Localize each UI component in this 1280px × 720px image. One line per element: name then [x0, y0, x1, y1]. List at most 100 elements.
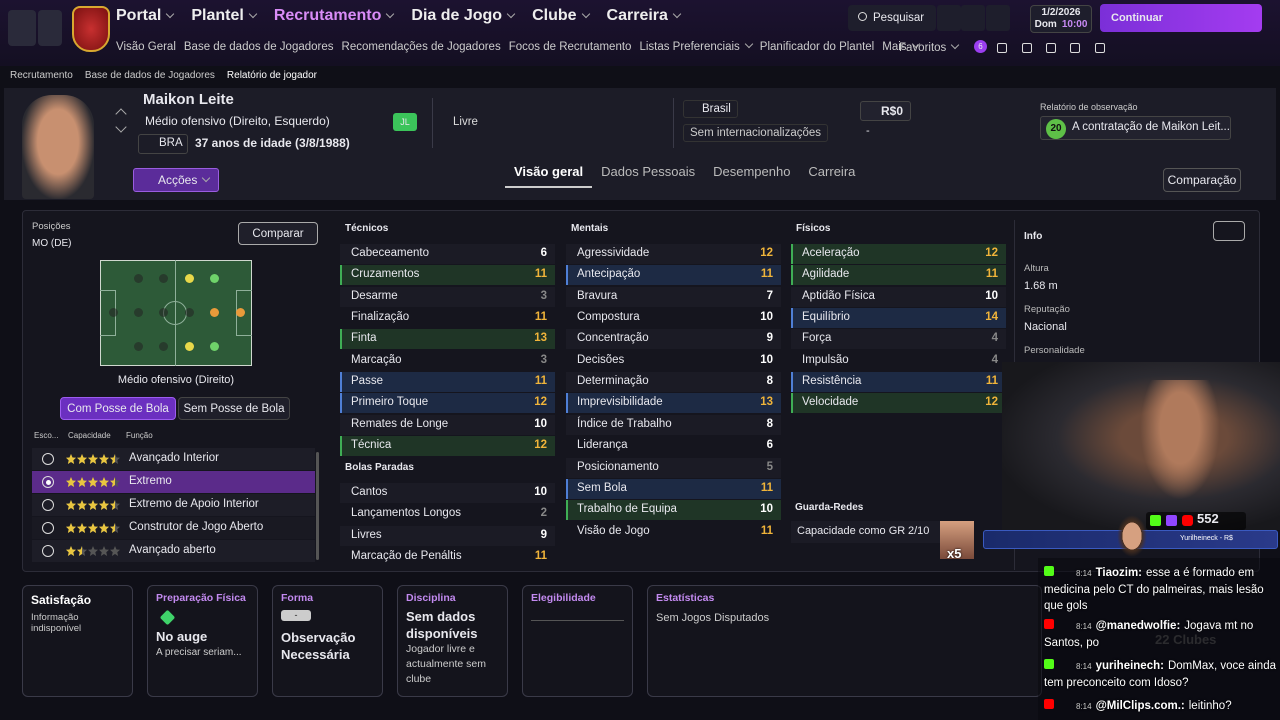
role-badge: JL	[393, 113, 417, 131]
attribute-row	[340, 483, 555, 503]
role-stars	[66, 523, 120, 533]
role-row[interactable]	[32, 517, 315, 539]
role-name[interactable]: Construtor de Jogo Aberto	[129, 521, 264, 533]
tab[interactable]: Dados Pessoais	[601, 164, 696, 179]
nation: BRA	[159, 137, 183, 149]
attribute-row	[340, 393, 555, 414]
chevron	[672, 9, 682, 19]
attribute-value: 13	[534, 332, 547, 345]
toggle-button[interactable]: Sem Posse de Bola	[178, 397, 290, 420]
submenu-item[interactable]: Focos de Recrutamento	[508, 41, 632, 53]
role-row[interactable]	[32, 494, 315, 516]
attribute-value: 14	[985, 311, 998, 324]
menu-item[interactable]: Portal	[116, 7, 175, 25]
breadcrumb-item[interactable]: Recrutamento	[10, 70, 73, 81]
compare-button[interactable]: Comparar	[238, 222, 318, 245]
toggle-label[interactable]: Sem Posse de Bola	[183, 402, 285, 415]
attribute-row	[340, 244, 555, 264]
pitch-dot	[158, 341, 168, 351]
chevron	[202, 173, 211, 183]
attribute-row	[566, 308, 781, 329]
form-card: Forma - Observação Necessária	[272, 585, 383, 697]
role-row[interactable]	[32, 448, 315, 470]
card-title: Preparação Física	[156, 592, 246, 604]
icon-button	[937, 5, 961, 31]
tabs: Visão geral Dados Pessoais Desempenho Carre…	[505, 164, 864, 188]
goalkeeper-label: Capacidade como GR	[797, 525, 906, 537]
role-row[interactable]	[32, 540, 315, 562]
search-label[interactable]: Pesquisar	[873, 12, 925, 24]
menu-item[interactable]: Recrutamento	[274, 7, 395, 25]
back-button[interactable]	[8, 10, 36, 46]
submenu-item[interactable]: Visão Geral	[116, 41, 176, 53]
role-name[interactable]: Extremo	[129, 475, 172, 487]
report-text: A contratação de Maikon Leit...	[1072, 121, 1230, 133]
breadcrumb-item[interactable]: Base de dados de Jogadores	[84, 70, 215, 81]
tab[interactable]: Desempenho	[713, 164, 791, 179]
menu-item[interactable]: Carreira	[607, 7, 682, 25]
role-header: Capacidade	[68, 431, 111, 440]
day-time: Dom 10:00	[1031, 19, 1091, 31]
menu-item[interactable]: Plantel	[191, 7, 258, 25]
continue-label[interactable]: Continuar	[1111, 12, 1163, 24]
attribute-name: Finalização	[351, 311, 410, 324]
card-title: Estatísticas	[656, 592, 715, 604]
eligibility-card: Elegibilidade	[522, 585, 633, 697]
avatar	[1117, 515, 1147, 557]
favorites[interactable]: Favoritos	[899, 40, 960, 54]
tab[interactable]: Carreira	[808, 164, 856, 179]
compare-label[interactable]: Comparar	[252, 227, 304, 240]
role-name[interactable]: Extremo de Apoio Interior	[129, 498, 259, 510]
submenu-item[interactable]: Mais	[882, 39, 920, 53]
tab[interactable]: Visão geral	[505, 164, 593, 188]
role-name[interactable]: Avançado Interior	[129, 452, 219, 464]
actions-button[interactable]: Acções	[133, 168, 219, 192]
continue-button[interactable]: Continuar	[1100, 4, 1262, 32]
menu-item[interactable]: Clube	[532, 7, 590, 25]
submenu-item[interactable]: Planificador do Plantel	[759, 41, 875, 53]
caps: Sem internacionalizações	[683, 124, 829, 142]
twitch-icon	[1166, 515, 1177, 526]
attribute-name: Técnica	[351, 439, 392, 452]
submenu-item[interactable]: Base de dados de Jogadores	[183, 41, 334, 53]
forward-button[interactable]	[38, 10, 62, 46]
attribute-name: Compostura	[577, 311, 640, 324]
value-sub: -	[866, 125, 870, 137]
attribute-value: 12	[534, 396, 547, 409]
toggle-label[interactable]: Com Posse de Bola	[67, 402, 169, 415]
role-header: Função	[126, 431, 153, 440]
role-stars	[66, 546, 120, 556]
goalkeeper-value: 2/10	[908, 525, 930, 537]
icon-button	[986, 5, 1010, 31]
comparison-button[interactable]: Comparação	[1163, 168, 1241, 192]
radio	[42, 522, 54, 534]
report-label: Relatório de observação	[1040, 102, 1138, 112]
pitch-dot	[158, 307, 168, 317]
attribute-name: Desarme	[351, 289, 398, 302]
submenu-item[interactable]: Recomendações de Jogadores	[341, 41, 501, 53]
radio	[42, 476, 54, 488]
card-value: Sem dados disponíveis	[406, 609, 478, 641]
role-name[interactable]: Avançado aberto	[129, 544, 216, 556]
menu-item[interactable]: Dia de Jogo	[411, 7, 516, 25]
submenu-item[interactable]: Listas Preferenciais	[639, 39, 754, 53]
attribute-row	[566, 286, 781, 307]
attribute-row	[566, 521, 781, 542]
attribute-row	[791, 350, 1006, 371]
toggle-button[interactable]: Com Posse de Bola	[60, 397, 176, 420]
role-row[interactable]	[32, 471, 315, 493]
chat-message: 8:14 @manedwolfie: Jogava mt no Santos, po	[1044, 618, 1276, 651]
actions-label[interactable]: Acções	[158, 173, 198, 187]
attribute-value: 10	[534, 486, 547, 498]
chat-text: DomMax, voce ainda tem preconceito com I…	[1044, 660, 1276, 689]
attribute-name: Equilíbrio	[802, 311, 850, 324]
chat-time: 8:14	[1076, 569, 1092, 578]
info-button[interactable]	[1213, 221, 1245, 241]
comparison-label[interactable]: Comparação	[1167, 173, 1237, 187]
attribute-row	[340, 414, 555, 435]
attribute-row	[340, 308, 555, 329]
positions-value: MO (DE)	[32, 238, 72, 249]
attribute-name: Velocidade	[802, 396, 859, 409]
role-stars	[66, 454, 120, 464]
chat-message: 8:14 yuriheinech: DomMax, voce ainda tem p…	[1044, 658, 1276, 691]
